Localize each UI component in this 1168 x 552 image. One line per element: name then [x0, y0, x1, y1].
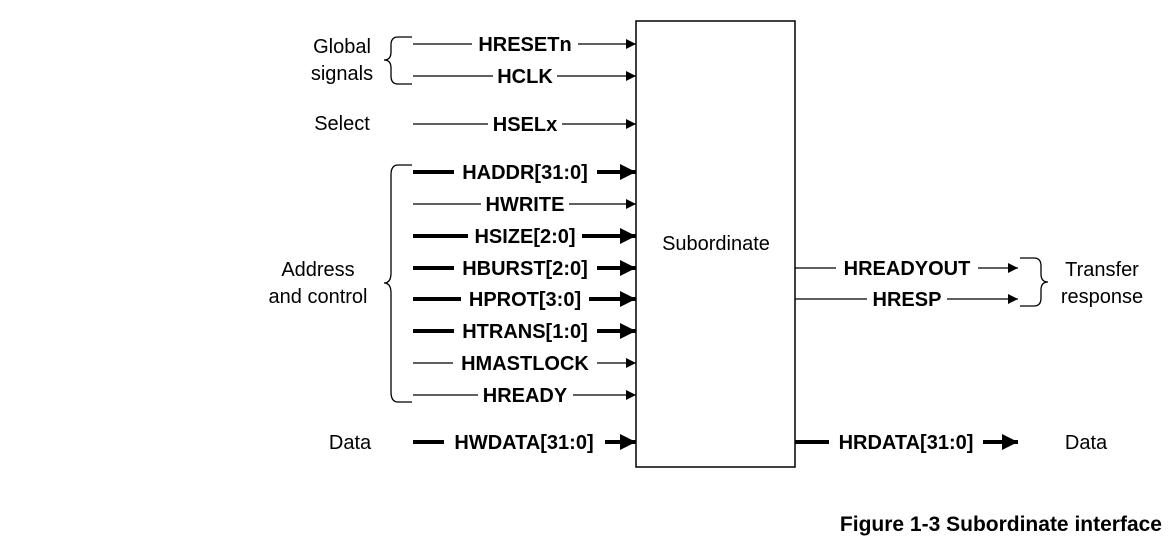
signal-label: HADDR[31:0] — [462, 162, 588, 184]
output-signal-hresp: HRESP — [795, 289, 1018, 311]
input-signal-hsize: HSIZE[2:0] — [413, 226, 636, 248]
group-label-data-in: Data — [329, 432, 372, 454]
signal-label: HSELx — [493, 114, 557, 136]
input-signal-hresetn: HRESETn — [413, 34, 636, 56]
input-signal-hmastlock: HMASTLOCK — [413, 353, 636, 375]
signal-label: HREADYOUT — [844, 258, 971, 280]
signal-label: HWRITE — [486, 194, 565, 216]
input-signal-hselx: HSELx — [413, 114, 636, 136]
brace-transfer — [1020, 257, 1049, 307]
input-signal-hwrite: HWRITE — [413, 194, 636, 216]
signal-label: HTRANS[1:0] — [462, 321, 588, 343]
input-signal-haddr: HADDR[31:0] — [413, 162, 636, 184]
output-signal-hrdata: HRDATA[31:0] — [795, 432, 1018, 454]
group-label-transfer-line2: response — [1061, 286, 1143, 308]
signal-label: HMASTLOCK — [461, 353, 589, 375]
output-signal-hreadyout: HREADYOUT — [795, 258, 1018, 280]
input-signal-htrans: HTRANS[1:0] — [413, 321, 636, 343]
signal-label: HWDATA[31:0] — [454, 432, 593, 454]
group-label-select: Select — [314, 113, 370, 135]
input-signal-hburst: HBURST[2:0] — [413, 258, 636, 280]
group-label-address-line2: and control — [269, 286, 368, 308]
brace-address — [383, 164, 412, 403]
signal-label: HRESP — [873, 289, 942, 311]
block-label: Subordinate — [662, 233, 770, 255]
input-signal-hprot: HPROT[3:0] — [413, 289, 636, 311]
group-label-global-line2: signals — [311, 63, 373, 85]
group-label-transfer-line1: Transfer — [1065, 259, 1139, 281]
signal-label: HRESETn — [478, 34, 571, 56]
signal-label: HPROT[3:0] — [469, 289, 581, 311]
signal-label: HSIZE[2:0] — [474, 226, 575, 248]
group-label-global-line1: Global — [313, 36, 371, 58]
figure-caption: Figure 1-3 Subordinate interface — [840, 513, 1162, 536]
input-signal-hready: HREADY — [413, 385, 636, 407]
brace-global — [383, 36, 412, 85]
input-signal-hwdata: HWDATA[31:0] — [413, 432, 636, 454]
signal-label: HBURST[2:0] — [462, 258, 588, 280]
signal-label: HRDATA[31:0] — [839, 432, 974, 454]
group-label-data-out: Data — [1065, 432, 1108, 454]
group-label-address-line1: Address — [281, 259, 354, 281]
signal-label: HREADY — [483, 385, 568, 407]
input-signal-hclk: HCLK — [413, 66, 636, 88]
signal-label: HCLK — [497, 66, 553, 88]
subordinate-block — [635, 20, 796, 468]
